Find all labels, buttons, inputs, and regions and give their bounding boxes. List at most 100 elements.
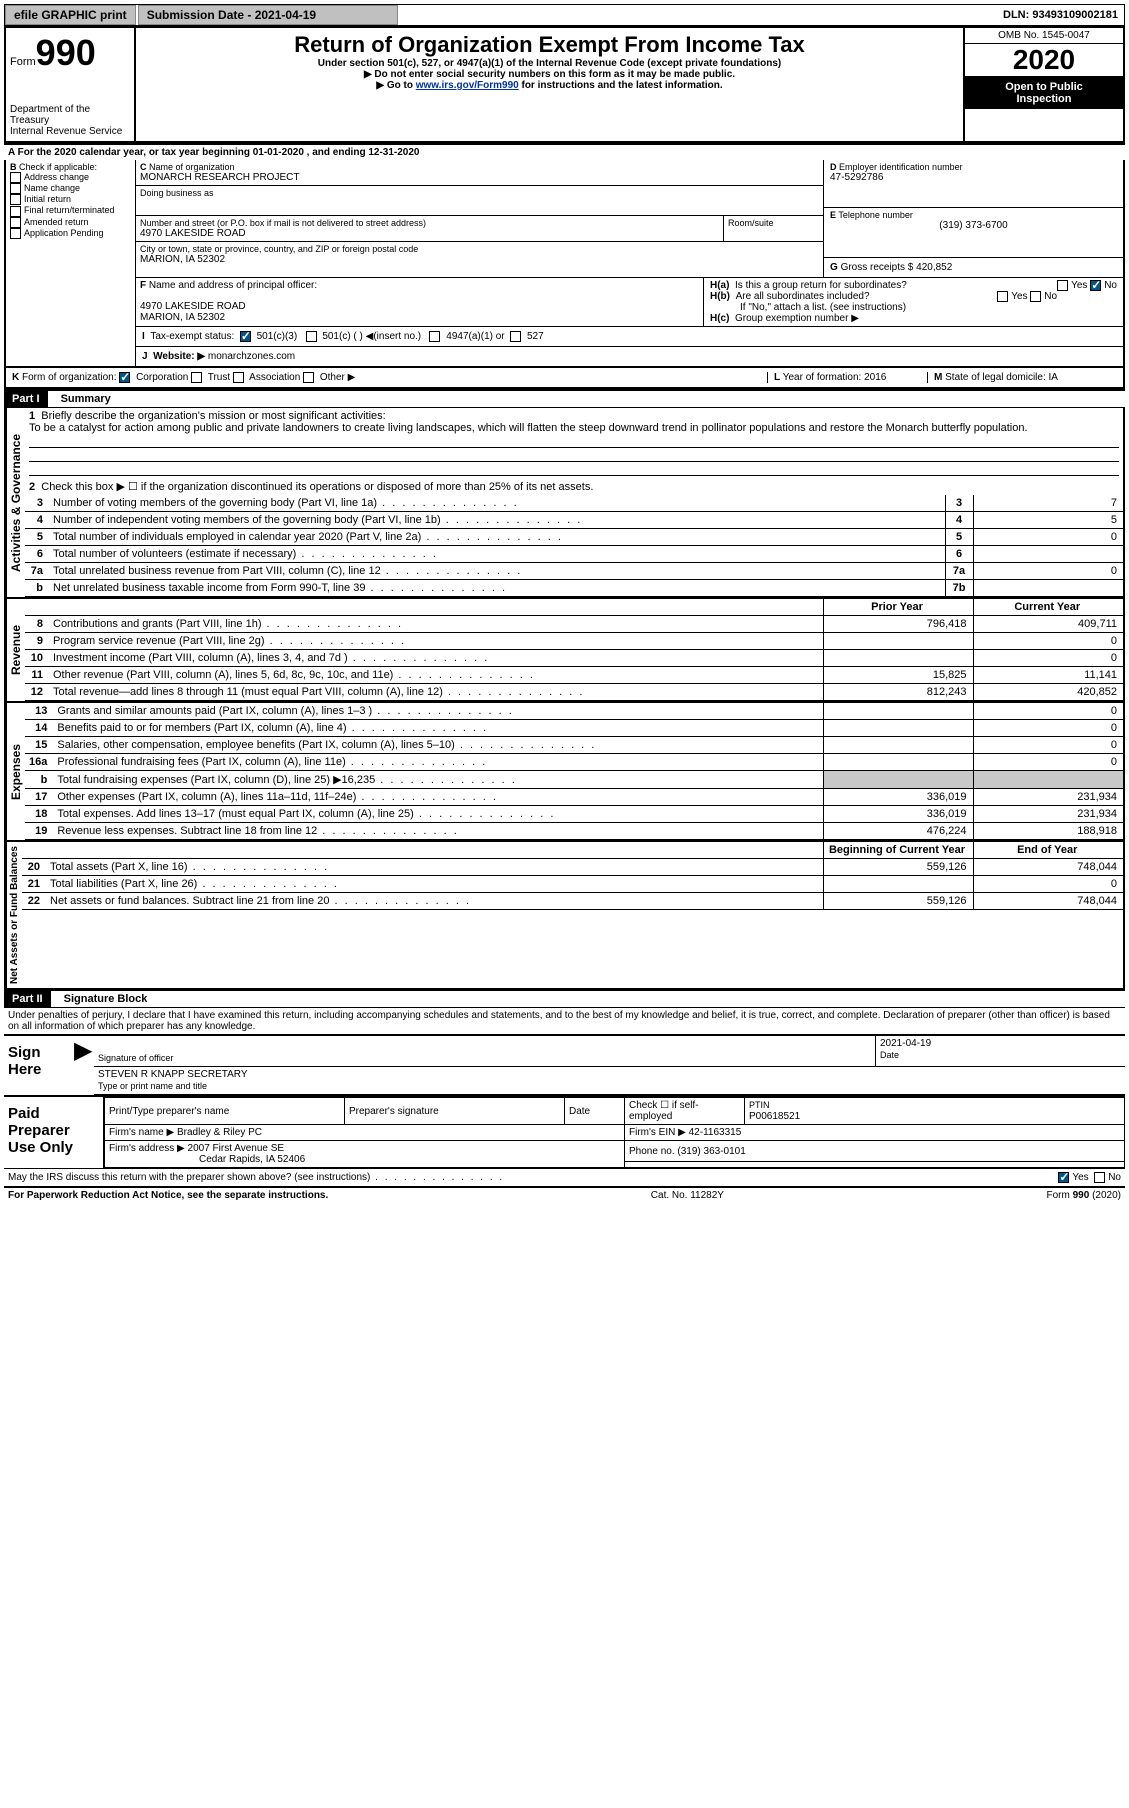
deg-block: D Employer identification number 47-5292… — [823, 160, 1123, 277]
net-label: Net Assets or Fund Balances — [6, 842, 22, 988]
g-label: Gross receipts $ — [841, 262, 914, 273]
dln: DLN: 93493109002181 — [1003, 9, 1124, 21]
box-j: J Website: ▶ monarchzones.com — [136, 346, 1123, 366]
tax-year: 2020 — [965, 43, 1123, 77]
trust-check[interactable] — [191, 372, 202, 383]
subtitle-2: Do not enter social security numbers on … — [374, 69, 735, 80]
sub3-pre: Go to — [387, 80, 416, 91]
part2-header: Part II Signature Block — [4, 990, 1125, 1008]
mission-text: To be a catalyst for action among public… — [29, 422, 1119, 434]
omb-number: OMB No. 1545-0047 — [965, 28, 1123, 43]
top-bar: efile GRAPHIC print Submission Date - 20… — [4, 4, 1125, 26]
ha-yes[interactable] — [1057, 280, 1068, 291]
hb-no[interactable] — [1030, 291, 1041, 302]
assoc-check[interactable] — [233, 372, 244, 383]
org-name: MONARCH RESEARCH PROJECT — [140, 172, 819, 183]
boxb-opt[interactable] — [10, 172, 21, 183]
ha-no[interactable] — [1090, 280, 1101, 291]
e-label: Telephone number — [838, 210, 913, 220]
line-a: A For the 2020 calendar year, or tax yea… — [4, 144, 1125, 160]
discuss-yes[interactable] — [1058, 1172, 1069, 1183]
box-h: H(a) Is this a group return for subordin… — [703, 278, 1123, 326]
form-number: 990 — [36, 32, 96, 73]
dept2: Internal Revenue Service — [10, 126, 130, 137]
boxb-opt[interactable] — [10, 183, 21, 194]
year-formation: 2016 — [864, 372, 886, 383]
ein: 47-5292786 — [830, 172, 1117, 183]
net-table: Beginning of Current YearEnd of Year 20T… — [22, 842, 1123, 910]
part1-body: Activities & Governance 1 Briefly descri… — [4, 408, 1125, 599]
dept1: Department of the Treasury — [10, 104, 130, 126]
sign-arrow-icon: ▶ — [74, 1036, 94, 1095]
firm-ein: 42-1163315 — [689, 1127, 742, 1138]
paperwork-notice: For Paperwork Reduction Act Notice, see … — [8, 1190, 328, 1201]
c-label: Name of organization — [149, 162, 235, 172]
prep-date-col: Date — [565, 1098, 625, 1125]
box-i: I Tax-exempt status: 501(c)(3) 501(c) ( … — [136, 326, 1123, 346]
telephone: (319) 373-6700 — [830, 220, 1117, 231]
officer-addr2: MARION, IA 52302 — [140, 312, 699, 323]
527-check[interactable] — [510, 331, 521, 342]
firm-addr2: Cedar Rapids, IA 52406 — [109, 1154, 305, 1165]
sign-block: Sign Here ▶ Signature of officer 2021-04… — [4, 1034, 1125, 1095]
firm-phone: (319) 363-0101 — [677, 1146, 745, 1157]
city-label: City or town, state or province, country… — [140, 244, 819, 254]
cat-no: Cat. No. 11282Y — [651, 1190, 724, 1201]
klm-row: K Form of organization: Corporation Trus… — [4, 368, 1125, 390]
501c-check[interactable] — [306, 331, 317, 342]
sub3-post: for instructions and the latest informat… — [519, 80, 723, 91]
form-ref: Form 990 (2020) — [1047, 1190, 1121, 1201]
boxb-opt[interactable] — [10, 194, 21, 205]
ptin: P00618521 — [749, 1111, 800, 1122]
sig-date: 2021-04-19 — [880, 1038, 1121, 1049]
addr-label: Number and street (or P.O. box if mail i… — [140, 218, 719, 228]
omb-block: OMB No. 1545-0047 2020 Open to PublicIns… — [963, 28, 1123, 141]
dba-label: Doing business as — [140, 188, 819, 198]
form-word: Form — [10, 56, 36, 68]
firm-addr1: 2007 First Avenue SE — [188, 1143, 285, 1154]
entity-block: B Check if applicable: Address changeNam… — [4, 160, 1125, 368]
website: monarchzones.com — [208, 351, 295, 362]
other-check[interactable] — [303, 372, 314, 383]
officer-name-title: STEVEN R KNAPP SECRETARY — [98, 1069, 1121, 1080]
rev-table: Prior YearCurrent Year 8Contributions an… — [25, 599, 1123, 701]
city-state-zip: MARION, IA 52302 — [140, 254, 819, 265]
efile-button[interactable]: efile GRAPHIC print — [5, 5, 136, 25]
prep-sig-col: Preparer's signature — [345, 1098, 565, 1125]
gov-table: 3Number of voting members of the governi… — [25, 495, 1123, 597]
boxb-opt[interactable] — [10, 217, 21, 228]
hc-label: Group exemption number ▶ — [735, 313, 859, 324]
f-label: Name and address of principal officer: — [149, 280, 317, 291]
boxb-opt[interactable] — [10, 228, 21, 239]
firm-name: Bradley & Riley PC — [177, 1127, 262, 1138]
hb-yes[interactable] — [997, 291, 1008, 302]
exp-table: 13Grants and similar amounts paid (Part … — [25, 703, 1123, 840]
d-label: Employer identification number — [839, 162, 963, 172]
discuss-no[interactable] — [1094, 1172, 1105, 1183]
prep-name-col: Print/Type preparer's name — [105, 1098, 345, 1125]
subtitle-1: Under section 501(c), 527, or 4947(a)(1)… — [144, 58, 955, 69]
room-suite: Room/suite — [723, 216, 823, 241]
state-domicile: IA — [1049, 372, 1058, 383]
line1-label: Briefly describe the organization's miss… — [41, 410, 385, 422]
4947-check[interactable] — [429, 331, 440, 342]
sig-officer-label: Signature of officer — [98, 1053, 173, 1063]
form-header: Form990 Department of the Treasury Inter… — [4, 26, 1125, 144]
part1-header: Part I Summary — [4, 390, 1125, 408]
box-c-area: C Name of organization MONARCH RESEARCH … — [136, 160, 1123, 366]
corp-check[interactable] — [119, 372, 130, 383]
501c3-check[interactable] — [240, 331, 251, 342]
perjury-declaration: Under penalties of perjury, I declare th… — [4, 1008, 1125, 1034]
self-employed: Check ☐ if self-employed — [625, 1098, 745, 1125]
revenue-block: Revenue Prior YearCurrent Year 8Contribu… — [4, 599, 1125, 703]
instructions-link[interactable]: www.irs.gov/Form990 — [416, 80, 519, 91]
expense-block: Expenses 13Grants and similar amounts pa… — [4, 703, 1125, 842]
footer: For Paperwork Reduction Act Notice, see … — [4, 1186, 1125, 1203]
street-address: 4970 LAKESIDE ROAD — [140, 228, 719, 239]
boxb-opt[interactable] — [10, 206, 21, 217]
sign-here-label: Sign Here — [4, 1036, 74, 1095]
preparer-block: Paid Preparer Use Only Print/Type prepar… — [4, 1095, 1125, 1168]
title-block: Return of Organization Exempt From Incom… — [136, 28, 963, 141]
line2-text: Check this box ▶ ☐ if the organization d… — [41, 481, 593, 493]
rev-label: Revenue — [6, 599, 25, 701]
